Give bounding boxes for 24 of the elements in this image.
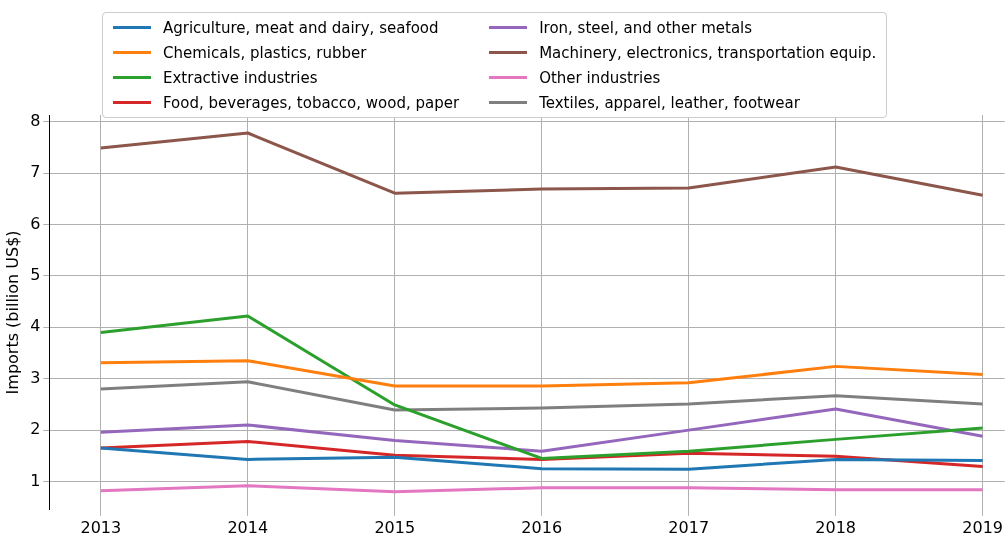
x-tick-label: 2017 — [668, 517, 710, 537]
legend-label: Textiles, apparel, leather, footwear — [539, 93, 800, 112]
legend-label: Food, beverages, tobacco, wood, paper — [163, 93, 460, 112]
x-tick-label: 2014 — [227, 517, 269, 537]
legend-label: Chemicals, plastics, rubber — [163, 43, 367, 62]
y-tick-label: 2 — [30, 419, 41, 439]
y-tick-label: 6 — [30, 213, 41, 233]
x-tick-label: 2016 — [521, 517, 563, 537]
x-tick-label: 2019 — [962, 517, 1003, 537]
y-tick-label: 7 — [30, 162, 41, 182]
x-tick-label: 2013 — [80, 517, 122, 537]
legend-label: Agriculture, meat and dairy, seafood — [163, 18, 439, 37]
legend-label: Extractive industries — [163, 68, 318, 87]
legend-label: Machinery, electronics, transportation equip. — [539, 43, 877, 62]
x-tick-label: 2015 — [374, 517, 416, 537]
y-tick-label: 3 — [30, 367, 41, 387]
y-tick-label: 1 — [30, 470, 41, 490]
legend-label: Iron, steel, and other metals — [539, 18, 753, 37]
y-tick-label: 8 — [30, 110, 41, 130]
y-axis-title: Imports (billion US$) — [2, 230, 22, 395]
legend-label: Other industries — [539, 68, 661, 87]
y-tick-label: 5 — [30, 265, 41, 285]
y-tick-label: 4 — [30, 316, 41, 336]
x-tick-label: 2018 — [815, 517, 857, 537]
